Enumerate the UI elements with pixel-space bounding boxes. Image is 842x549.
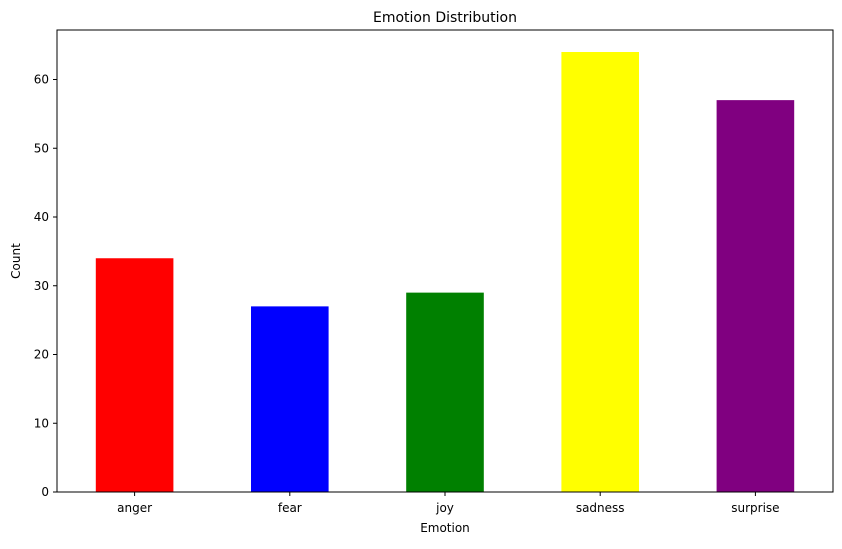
x-tick-label-fear: fear [278, 501, 302, 515]
y-axis-ticks: 0 10 20 30 40 50 60 [34, 73, 57, 499]
y-tick-label: 10 [34, 416, 49, 430]
y-tick-label: 0 [41, 485, 49, 499]
y-tick-label: 30 [34, 279, 49, 293]
y-tick-label: 60 [34, 73, 49, 87]
x-tick-label-anger: anger [117, 501, 152, 515]
bar-sadness [561, 52, 639, 492]
x-tick-label-sadness: sadness [576, 501, 625, 515]
x-axis-ticks: anger fear joy sadness surprise [117, 492, 780, 515]
y-tick-label: 40 [34, 210, 49, 224]
bar-surprise [716, 100, 795, 492]
bar-anger [95, 258, 174, 492]
x-tick-label-surprise: surprise [731, 501, 779, 515]
plot-frame [56, 29, 834, 493]
y-tick-label: 20 [34, 348, 49, 362]
y-axis-label: Count [9, 243, 23, 279]
bar-joy [406, 292, 484, 492]
x-axis-label: Emotion [420, 521, 470, 535]
x-tick-label-joy: joy [435, 501, 454, 515]
chart-title: Emotion Distribution [373, 10, 517, 26]
bars [95, 52, 795, 492]
bar-fear [251, 306, 329, 492]
y-tick-label: 50 [34, 141, 49, 155]
